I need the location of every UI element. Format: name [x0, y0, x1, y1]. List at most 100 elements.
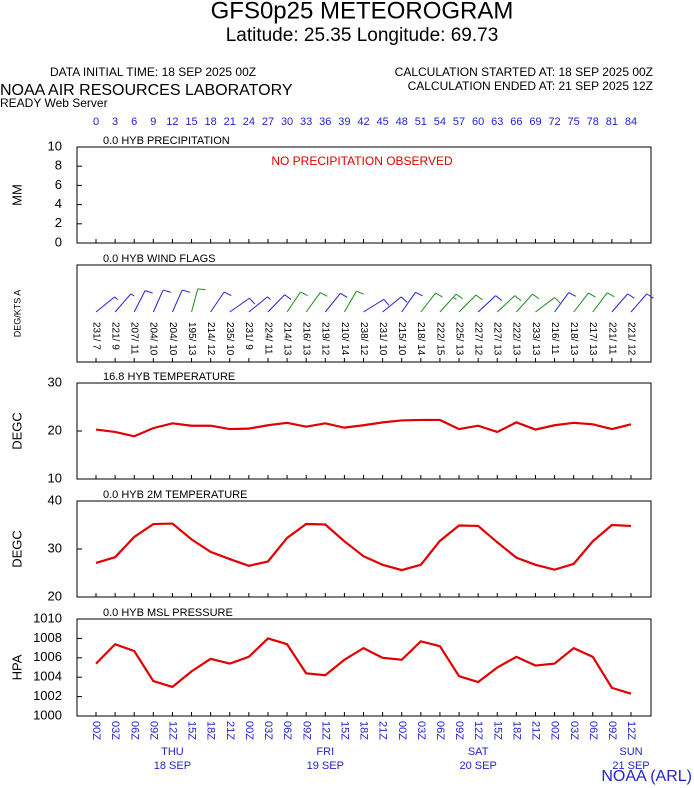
wind-barb: [114, 293, 135, 313]
wind-label: 231/ 7: [90, 322, 101, 350]
barb-feather: [197, 288, 206, 291]
barb-feather: [415, 291, 423, 297]
barb-staff: [229, 297, 250, 313]
y-tick-label: 30: [48, 540, 62, 555]
subtitle: Latitude: 25.35 Longitude: 69.73: [226, 25, 499, 46]
barb-feather: [340, 292, 348, 298]
x-tick-label: 06Z: [434, 721, 446, 740]
x-tick-label: 09Z: [147, 721, 159, 740]
y-tick-label: 10: [48, 470, 62, 485]
wind-barb: [152, 289, 171, 313]
barb-feather: [627, 293, 635, 299]
wind-label: 215/ 10: [396, 322, 407, 356]
day-date: 21 SEP: [612, 760, 649, 772]
x-tick-label: 03Z: [415, 721, 427, 740]
top-hour-label: 15: [185, 116, 197, 128]
x-tick-label: 15Z: [491, 721, 503, 740]
wind-barb: [305, 292, 328, 313]
barb-staff: [458, 294, 477, 313]
x-tick-label: 06Z: [281, 721, 293, 740]
y-tick-label: 20: [48, 588, 62, 603]
barb-feather: [452, 296, 457, 301]
x-tick-label: 00Z: [90, 721, 102, 740]
wind-barb: [229, 297, 256, 313]
barb-feather: [162, 289, 171, 293]
y-tick-label: 6: [55, 177, 62, 192]
top-hour-label: 36: [319, 116, 331, 128]
wind-label: 219/ 12: [320, 322, 331, 356]
data-line: [95, 418, 632, 438]
y-tick-label: 2: [55, 215, 62, 230]
top-hour-label: 45: [376, 116, 388, 128]
wind-label: 238/ 12: [358, 322, 369, 356]
y-axis-label: DEGC: [9, 412, 24, 450]
wind-label: 221/ 11: [606, 322, 617, 355]
top-hour-label: 33: [300, 116, 312, 128]
barb-staff: [477, 295, 497, 313]
day-date: 18 SEP: [154, 760, 191, 772]
wind-barb: [496, 295, 522, 313]
wind-barb: [95, 296, 118, 313]
x-tick-label: 00Z: [396, 721, 408, 740]
wind-barb: [630, 293, 654, 313]
wind-label: 222/ 13: [511, 322, 522, 356]
barb-staff: [191, 288, 199, 313]
barb-staff: [95, 296, 115, 313]
day-date: 19 SEP: [307, 760, 344, 772]
barb-staff: [363, 298, 385, 313]
top-hour-label: 39: [338, 116, 350, 128]
barb-feather: [475, 294, 483, 301]
barb-feather: [114, 296, 118, 300]
barb-feather: [356, 290, 365, 295]
y-tick-label: 1008: [33, 630, 62, 645]
wind-barb: [515, 293, 540, 313]
wind-barb: [611, 293, 635, 313]
top-hour-label: 66: [510, 116, 522, 128]
y-tick-label: 8: [55, 158, 62, 173]
wind-label: 214/ 13: [281, 322, 292, 356]
data-line: [95, 522, 632, 572]
server: READY Web Server: [0, 96, 108, 110]
top-hour-label: 57: [453, 116, 465, 128]
barb-staff: [382, 296, 402, 313]
x-tick-label: 09Z: [300, 721, 312, 740]
panel-frame: [76, 382, 652, 480]
barb-staff: [171, 289, 183, 313]
y-axis-label: MM: [9, 184, 24, 206]
barb-staff: [324, 293, 341, 313]
x-tick-label: 09Z: [606, 721, 618, 740]
x-tick-label: 06Z: [128, 721, 140, 740]
wind-label: 195/ 13: [186, 322, 197, 356]
wind-label: 218/ 13: [568, 322, 579, 356]
calc-ended: CALCULATION ENDED AT: 21 SEP 2025 12Z: [408, 79, 653, 93]
barb-feather: [267, 296, 271, 300]
top-hour-label: 54: [434, 116, 446, 128]
barb-feather: [606, 292, 615, 298]
y-tick-label: 30: [48, 374, 62, 389]
barb-staff: [554, 292, 570, 313]
barb-feather: [568, 292, 576, 297]
wind-label: 204/ 10: [148, 322, 159, 356]
barb-staff: [420, 292, 436, 313]
wind-barb: [267, 294, 292, 313]
barb-staff: [496, 295, 516, 313]
barb-staff: [267, 294, 285, 313]
wind-label: 225/ 13: [453, 322, 464, 356]
x-tick-label: 12Z: [319, 721, 331, 740]
top-hour-label: 0: [93, 116, 99, 128]
x-tick-label: 06Z: [587, 721, 599, 740]
top-hour-label: 75: [568, 116, 580, 128]
top-hour-label: 48: [396, 116, 408, 128]
y-tick-label: 1002: [33, 688, 62, 703]
wind-barb: [573, 292, 596, 313]
wind-barb: [171, 289, 191, 313]
wind-label: 227/ 13: [492, 322, 503, 356]
top-hour-label: 30: [281, 116, 293, 128]
x-tick-label: 00Z: [243, 721, 255, 740]
barb-feather: [284, 294, 292, 300]
panel-title: 0.0 HYB MSL PRESSURE: [103, 607, 233, 619]
barb-staff: [611, 293, 629, 313]
barb-feather: [320, 292, 328, 297]
barb-feather: [554, 297, 561, 304]
data-initial: DATA INITIAL TIME: 18 SEP 2025 00Z: [50, 65, 256, 79]
